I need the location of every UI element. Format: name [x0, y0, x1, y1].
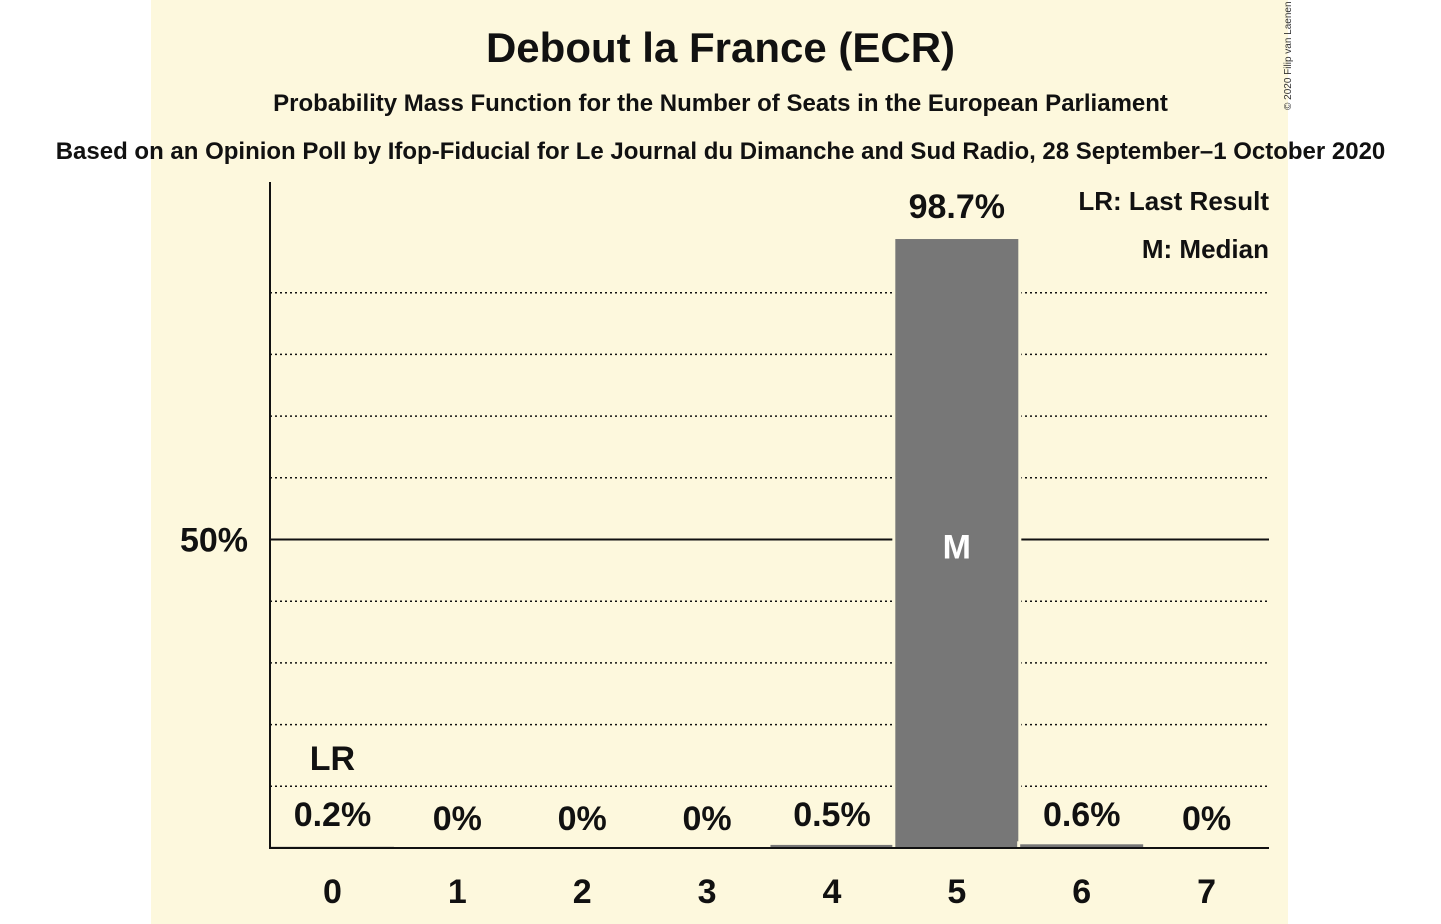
x-tick-label-7: 7	[1197, 873, 1216, 911]
x-tick-label-4: 4	[822, 873, 841, 911]
value-label-6: 0.6%	[1043, 796, 1121, 834]
value-label-4: 0.5%	[793, 796, 871, 834]
x-tick-label-3: 3	[698, 873, 717, 911]
legend-entry-1: M: Median	[1142, 234, 1269, 264]
chart-source: Based on an Opinion Poll by Ifop-Fiducia…	[55, 138, 1386, 165]
x-tick-label-6: 6	[1072, 873, 1091, 911]
last-result-marker: LR	[310, 740, 355, 778]
value-label-3: 0%	[682, 800, 731, 838]
chart-background	[151, 0, 1288, 924]
bar-halo-0	[267, 843, 397, 848]
y-tick-label-50: 50%	[180, 522, 248, 560]
x-tick-label-0: 0	[323, 873, 342, 911]
chart-title: Debout la France (ECR)	[485, 24, 956, 71]
value-label-5: 98.7%	[909, 188, 1005, 226]
bar-seats-4	[770, 844, 894, 848]
median-marker: M	[943, 529, 971, 567]
value-label-0: 0.2%	[294, 796, 372, 834]
x-tick-label-1: 1	[448, 873, 467, 911]
value-label-2: 0%	[558, 800, 607, 838]
x-tick-label-5: 5	[947, 873, 966, 911]
legend-entry-0: LR: Last Result	[1078, 186, 1269, 216]
value-label-7: 0%	[1182, 800, 1231, 838]
bar-seats-6	[1020, 844, 1144, 848]
x-tick-label-2: 2	[573, 873, 592, 911]
bar-seats-5	[895, 239, 1019, 848]
chart-subtitle: Probability Mass Function for the Number…	[273, 90, 1168, 117]
value-label-1: 0%	[433, 800, 482, 838]
